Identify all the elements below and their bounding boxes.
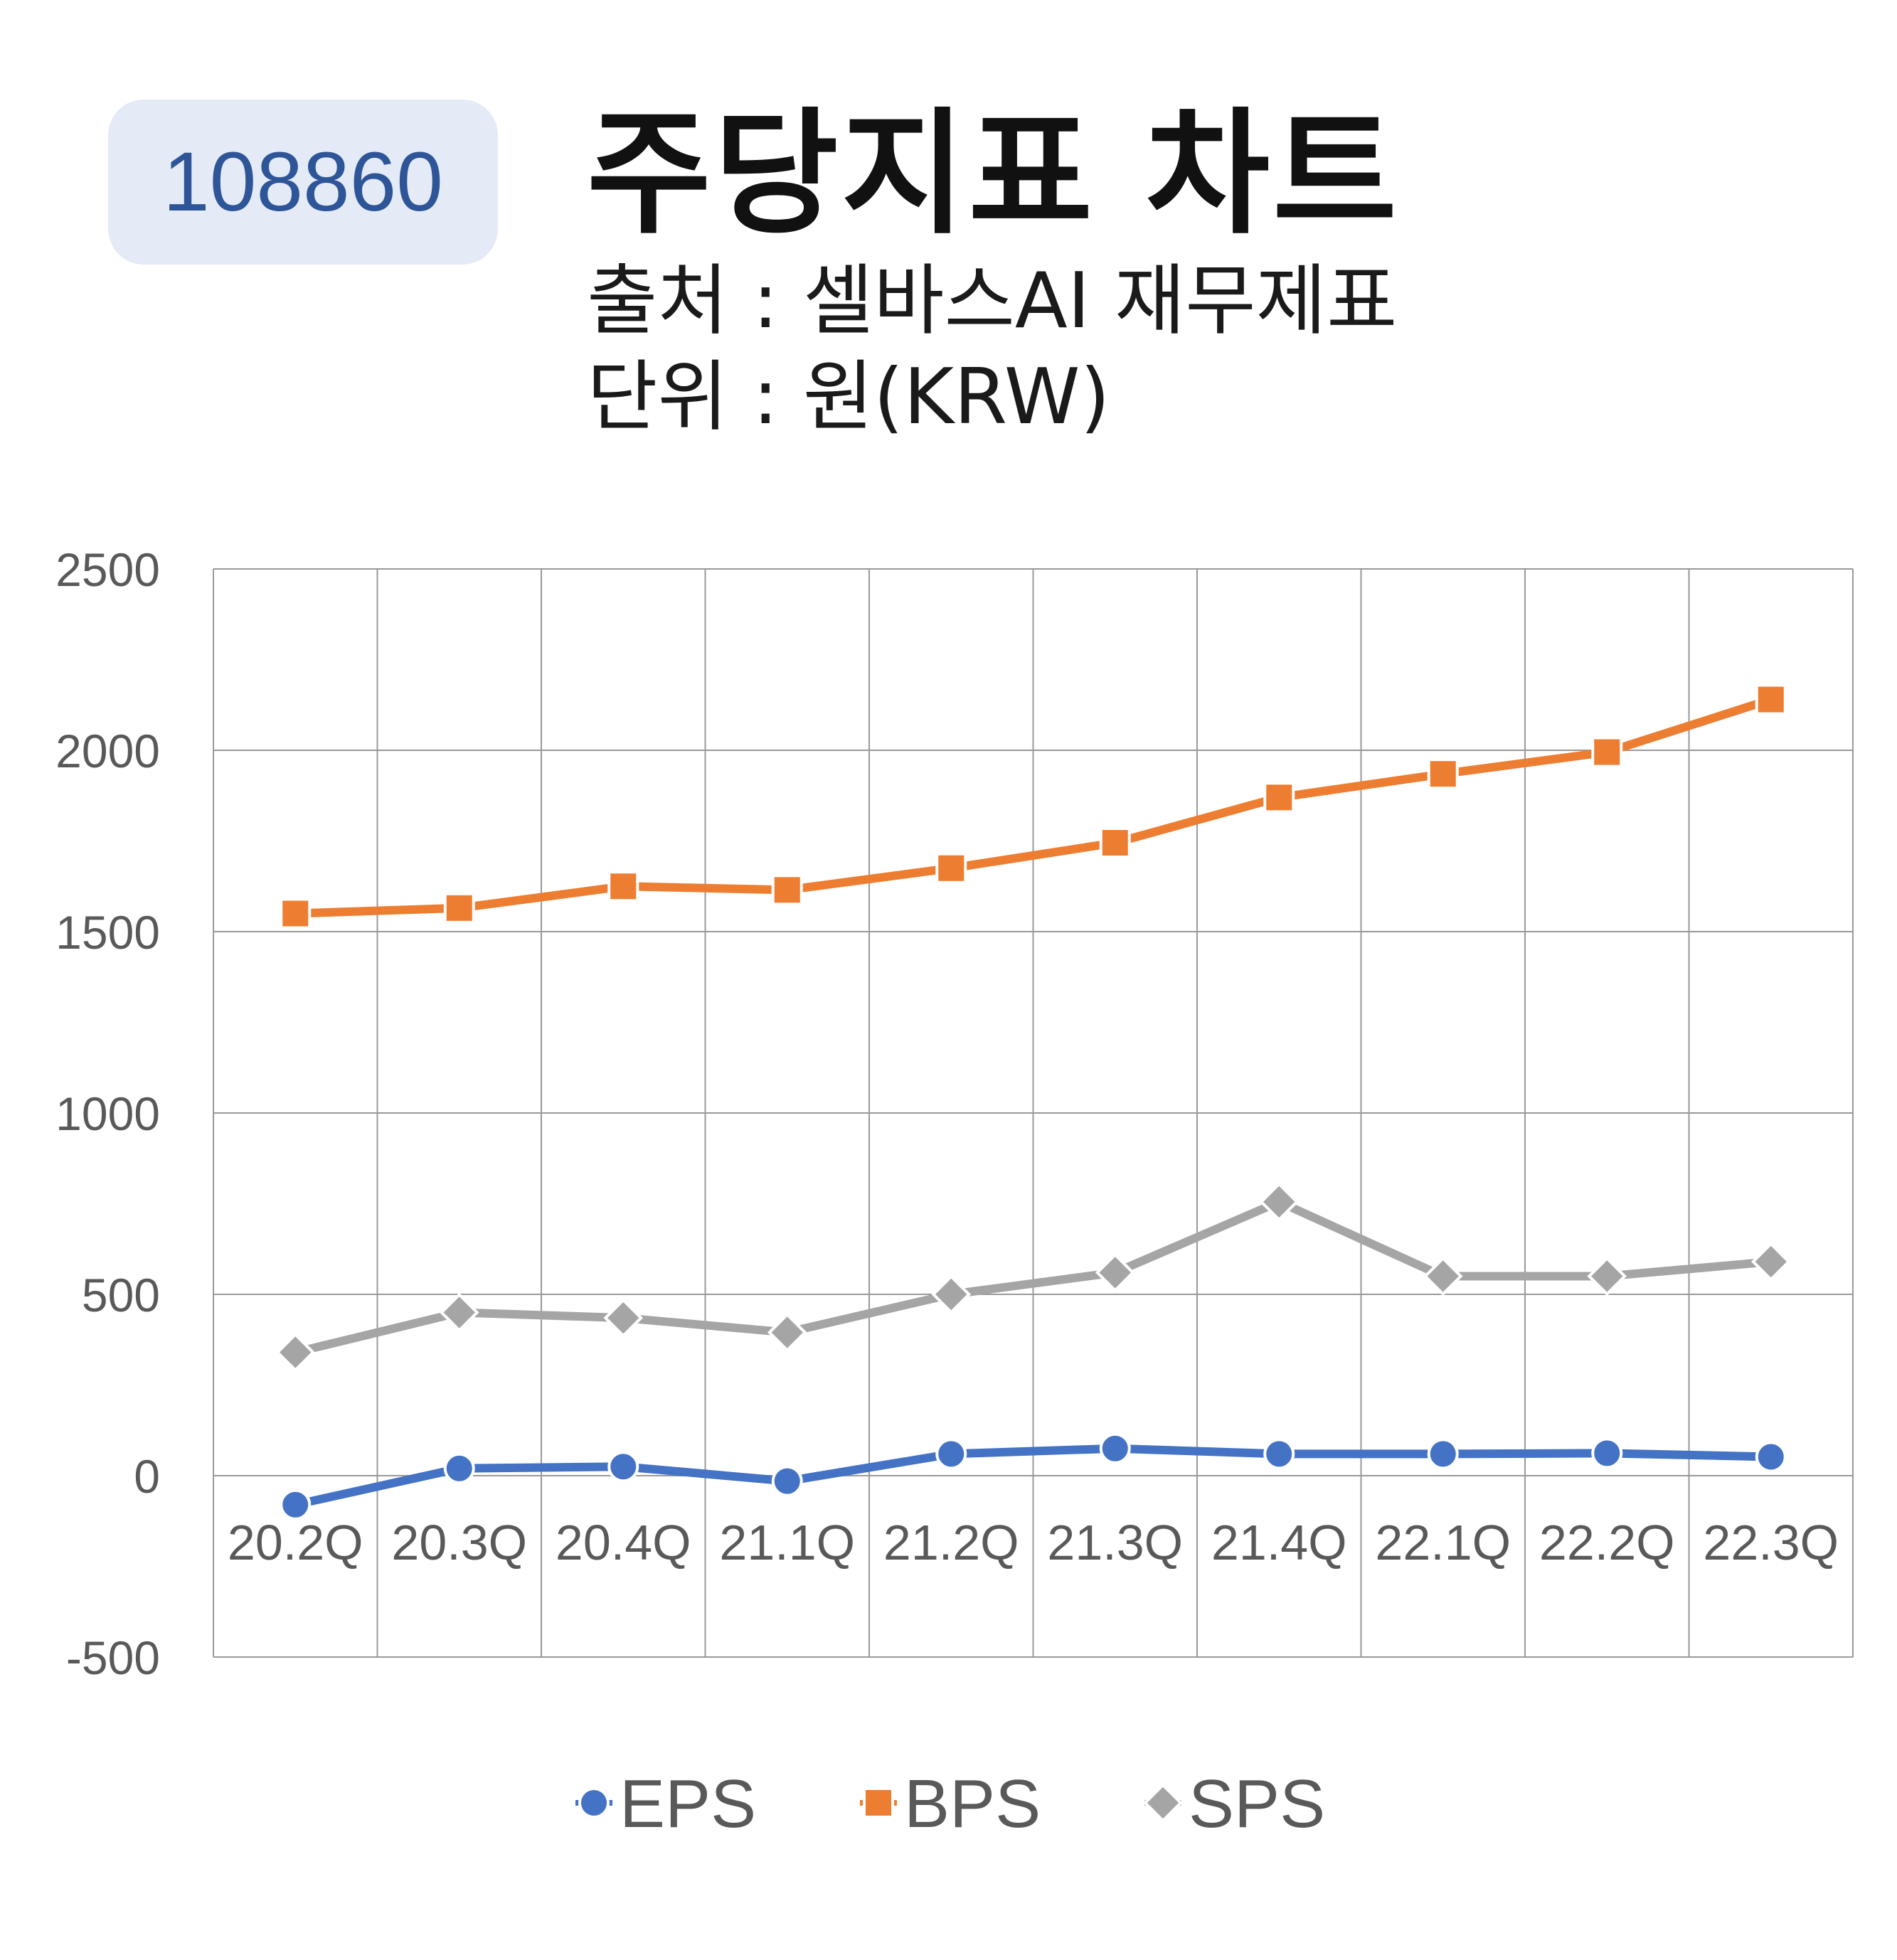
y-tick-label: 500 [82, 1269, 160, 1321]
data-point [935, 1438, 967, 1470]
series-eps [280, 1432, 1787, 1520]
series-line [291, 1444, 1775, 1509]
x-tick-label: 20.3Q [391, 1515, 527, 1570]
data-point [578, 1787, 610, 1818]
y-axis-ticks: 2500 2000 1500 1000 500 0 -500 [55, 543, 160, 1684]
data-point [1755, 1441, 1787, 1473]
legend-label: BPS [904, 1766, 1041, 1842]
y-tick-label: 1500 [55, 906, 160, 959]
x-tick-label: 22.2Q [1539, 1515, 1675, 1570]
data-point [771, 874, 803, 906]
legend-label: SPS [1189, 1766, 1325, 1842]
data-point [1750, 1242, 1791, 1282]
data-point [767, 1312, 807, 1353]
data-point [607, 870, 639, 902]
x-tick-label: 22.1Q [1375, 1515, 1511, 1570]
data-point [1263, 1438, 1295, 1470]
x-tick-label: 21.2Q [883, 1515, 1019, 1570]
legend-item-bps: BPS [860, 1766, 1041, 1842]
data-point [443, 1452, 475, 1484]
data-point [1423, 1256, 1463, 1296]
y-tick-label: 0 [134, 1450, 160, 1503]
data-point [1427, 758, 1459, 790]
source-note: 출처 : 셀바스AI 재무제표 [587, 257, 1398, 346]
data-point [1591, 736, 1623, 768]
data-point [1755, 683, 1787, 715]
series-bps [280, 683, 1787, 930]
data-point [280, 1488, 312, 1520]
series-line [291, 695, 1775, 918]
x-tick-label: 21.1Q [719, 1515, 855, 1570]
x-tick-label: 20.2Q [228, 1515, 363, 1570]
stock-code-badge: 108860 [108, 100, 498, 265]
data-point [275, 1332, 316, 1373]
legend: EPS BPS SPS [575, 1766, 1325, 1842]
x-tick-label: 22.3Q [1703, 1515, 1839, 1570]
data-point [771, 1465, 803, 1497]
data-point [935, 852, 967, 884]
data-point [1143, 1783, 1183, 1823]
grid [213, 568, 1854, 1658]
data-point [1587, 1256, 1627, 1296]
legend-item-eps: EPS [575, 1766, 756, 1842]
data-point [931, 1274, 972, 1314]
y-tick-label: 2000 [55, 725, 160, 777]
data-point [280, 898, 312, 930]
y-tick-label: -500 [66, 1631, 160, 1684]
unit-note: 단위 : 원(KRW) [587, 353, 1110, 442]
data-point [443, 892, 475, 924]
data-point [607, 1451, 639, 1483]
legend-item-sps: SPS [1143, 1766, 1325, 1842]
legend-label: EPS [620, 1766, 756, 1842]
stock-code: 108860 [163, 135, 443, 229]
x-tick-label: 20.4Q [556, 1515, 691, 1570]
data-point [1263, 782, 1295, 814]
series-sps [275, 1182, 1791, 1373]
y-tick-label: 1000 [55, 1087, 160, 1140]
data-point [439, 1292, 479, 1333]
data-point [1427, 1438, 1459, 1470]
data-point [863, 1787, 894, 1818]
data-point [1099, 1432, 1131, 1464]
series-line [291, 1197, 1775, 1357]
series [275, 683, 1791, 1520]
chart-title: 주당지표 차트 [587, 95, 1400, 252]
data-point [1099, 827, 1131, 859]
y-tick-label: 2500 [55, 543, 160, 596]
x-tick-label: 21.4Q [1211, 1515, 1347, 1570]
x-tick-label: 21.3Q [1047, 1515, 1183, 1570]
x-axis-ticks: 20.2Q 20.3Q 20.4Q 21.1Q 21.2Q 21.3Q 21.4Q 22.1Q… [224, 1511, 1842, 1574]
data-point [1095, 1252, 1135, 1293]
data-point [603, 1298, 644, 1338]
data-point [1591, 1437, 1623, 1469]
data-point [1259, 1182, 1300, 1222]
